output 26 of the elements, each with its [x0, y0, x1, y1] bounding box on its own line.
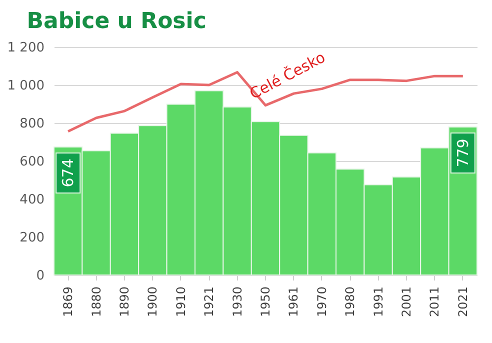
y-tick-label: 0 — [36, 268, 44, 284]
y-tick-label: 800 — [20, 116, 44, 132]
x-tick-label: 1991 — [371, 286, 386, 318]
x-tick-label: 1961 — [286, 286, 301, 318]
text: Celé Česko — [246, 48, 328, 103]
x-tick-label: 1869 — [61, 286, 76, 318]
chart-title: Babice u Rosic — [26, 9, 206, 34]
x-tick-label: 1900 — [146, 286, 160, 318]
x-tick-label: 2011 — [428, 286, 442, 318]
data-label: 674 — [59, 158, 78, 188]
x-tick-label: 1950 — [258, 286, 272, 318]
x-tick-label: 1970 — [314, 286, 329, 318]
x-tick-label: 1921 — [202, 286, 216, 318]
x-tick-label: 1910 — [174, 286, 188, 318]
y-tick-label: 200 — [20, 230, 44, 246]
y-tick-label: 400 — [20, 192, 44, 208]
x-tick-label: 1930 — [230, 286, 244, 318]
y-tick-label: 1 200 — [7, 40, 44, 56]
x-tick-label: 1880 — [89, 286, 104, 318]
data-label: 779 — [454, 138, 472, 168]
x-tick-label: 2001 — [400, 286, 414, 318]
x-tick-label: 2021 — [456, 286, 470, 318]
x-tick-label: 1980 — [343, 286, 358, 318]
x-tick-label: 1890 — [118, 286, 132, 318]
y-tick-label: 600 — [20, 154, 44, 170]
y-tick-label: 1 000 — [7, 78, 44, 94]
